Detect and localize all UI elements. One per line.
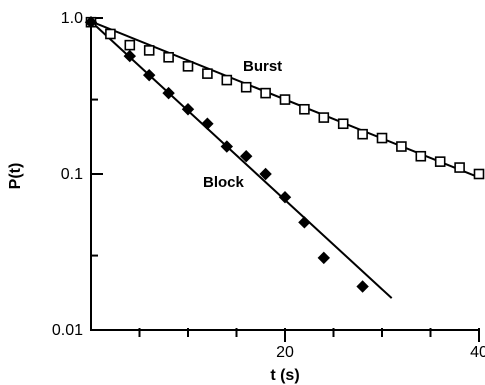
markers	[84, 15, 485, 293]
burst-point	[337, 118, 349, 130]
burst-point	[396, 141, 407, 152]
burst-point	[415, 150, 427, 162]
burst-point	[240, 81, 252, 93]
block-point	[84, 15, 98, 29]
burst-point	[124, 39, 136, 51]
burst-point	[221, 74, 233, 86]
burst-point	[105, 28, 116, 40]
block-point	[356, 280, 369, 293]
x-axis-title: t (s)	[270, 367, 299, 384]
burst-point	[163, 51, 174, 63]
burst-point	[143, 45, 155, 56]
block-point	[259, 167, 272, 181]
burst-point	[357, 128, 368, 140]
y-axis-title: P(t)	[7, 163, 24, 190]
block-point	[220, 140, 234, 153]
block-point	[239, 150, 253, 163]
burst-point	[182, 61, 194, 72]
block-point	[317, 251, 331, 265]
burst-point	[279, 94, 291, 105]
block-fit-line	[90, 20, 393, 299]
axes	[90, 18, 480, 331]
burst-point	[473, 168, 485, 180]
block-point	[298, 216, 311, 229]
block-point	[142, 68, 156, 82]
y-tick-label: 1.0	[61, 10, 83, 27]
y-tick-label: 0.01	[52, 322, 83, 339]
block-annotation: Block	[203, 174, 245, 191]
burst-point	[376, 132, 388, 144]
burst-point	[318, 112, 330, 123]
burst-point	[260, 87, 271, 99]
block-point	[162, 86, 175, 100]
burst-point	[202, 68, 213, 79]
y-tick-label: 0.1	[61, 166, 83, 183]
x-tick-label: 40	[470, 344, 485, 361]
burst-point	[434, 156, 446, 167]
block-point	[201, 117, 214, 130]
ticks	[90, 17, 480, 342]
block-point	[181, 103, 195, 116]
tick-labels: 20 40 0.01 0.1 1.0	[52, 10, 485, 361]
block-point	[123, 49, 137, 63]
burst-point	[454, 162, 465, 173]
x-tick-label: 20	[276, 344, 294, 361]
burst-point	[299, 103, 310, 115]
block-point	[278, 190, 292, 204]
burst-annotation: Burst	[243, 58, 282, 75]
